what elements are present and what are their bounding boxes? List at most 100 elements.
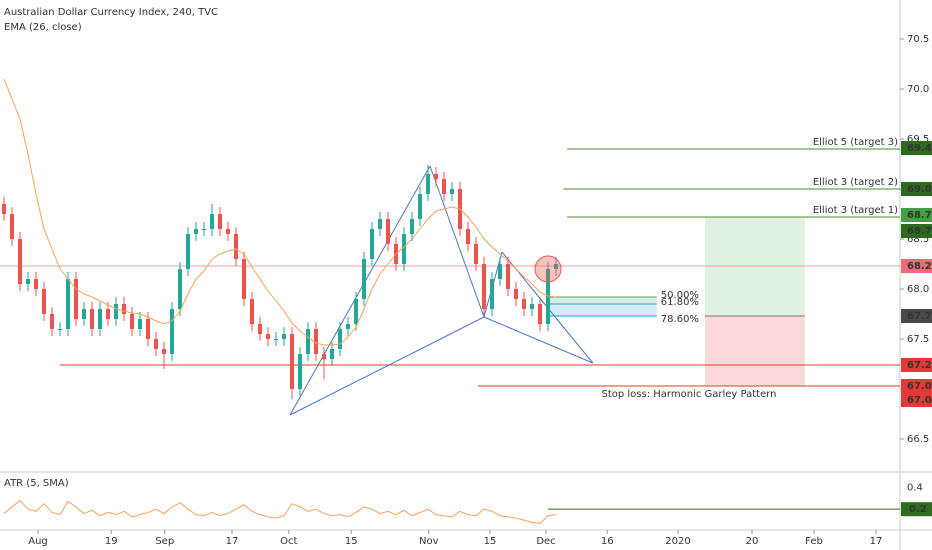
candle-body	[58, 329, 62, 330]
candle-body	[146, 319, 150, 339]
atr-label-box	[901, 502, 932, 517]
candle-body	[98, 309, 102, 329]
pattern-line	[289, 165, 431, 416]
y-tick-label: 67.5	[907, 334, 929, 345]
candle-body	[418, 194, 422, 219]
candle-body	[554, 264, 558, 269]
candle-body	[18, 239, 22, 284]
candle-body	[26, 279, 30, 284]
pattern-line	[429, 165, 485, 318]
x-tick-label: Oct	[280, 536, 297, 547]
x-tick-label: 16	[601, 536, 614, 547]
price-label: 68.7	[907, 210, 932, 221]
price-label-box	[901, 358, 932, 372]
atr-label: ATR (5, SMA)	[4, 478, 69, 489]
x-tick-label: 15	[345, 536, 358, 547]
price-label: 68.7	[907, 226, 932, 237]
pattern-line	[289, 316, 485, 416]
x-tick-label: 15	[484, 536, 497, 547]
candle-body	[210, 214, 214, 229]
candle-body	[170, 309, 174, 354]
candle-body	[122, 304, 126, 314]
x-tick-label: 19	[105, 536, 118, 547]
candle-body	[106, 309, 110, 319]
candle-body	[362, 259, 366, 299]
candle-body	[490, 279, 494, 309]
candle-body	[330, 349, 334, 359]
candle-body	[66, 279, 70, 329]
candle-body	[130, 314, 134, 329]
candle-body	[314, 329, 318, 354]
candle-body	[242, 259, 246, 299]
candle-body	[202, 229, 206, 230]
price-label-box	[901, 208, 932, 222]
level-label: Elliot 5 (target 3)	[813, 137, 898, 148]
y-tick-label: 70.0	[907, 84, 929, 95]
x-tick-label: 17	[870, 536, 883, 547]
price-label: 69.4	[907, 143, 932, 154]
candle-body	[346, 324, 350, 329]
candle-body	[218, 214, 222, 229]
price-label-box	[901, 309, 932, 323]
candle-body	[2, 204, 6, 214]
x-tick-label: Nov	[419, 536, 439, 547]
candle-body	[514, 289, 518, 299]
candle-body	[234, 234, 238, 259]
atr-line	[3, 499, 557, 524]
candle-body	[42, 289, 46, 314]
candle-body	[154, 339, 158, 349]
candle-body	[522, 299, 526, 309]
price-label-box	[901, 224, 932, 238]
x-tick-label: Aug	[28, 536, 48, 547]
chart-title: Australian Dollar Currency Index, 240, T…	[4, 7, 218, 18]
price-label: 68.2	[907, 261, 932, 272]
candle-body	[474, 244, 478, 264]
candle-body	[506, 264, 510, 289]
fib-zone	[548, 297, 657, 304]
x-tick-label: 20	[746, 536, 759, 547]
candle-body	[442, 179, 446, 194]
x-tick-label: Sep	[155, 536, 174, 547]
x-tick-label: 2020	[665, 536, 690, 547]
candle-body	[450, 189, 454, 194]
candle-body	[10, 214, 14, 239]
candle-body	[370, 229, 374, 259]
y-tick-label: 70.5	[907, 34, 929, 45]
candle-body	[498, 264, 502, 279]
fib-zone	[548, 304, 657, 316]
fib-label: 61.80%	[661, 297, 699, 308]
candle-body	[298, 354, 302, 389]
candle-body	[250, 299, 254, 324]
fib-label: 78.60%	[661, 314, 699, 325]
candle-body	[34, 279, 38, 289]
candle-body	[386, 219, 390, 244]
highlight-circle	[534, 255, 562, 283]
atr-tick-label: 0.4	[907, 482, 923, 493]
candle-body	[434, 174, 438, 179]
candle-body	[50, 314, 54, 329]
x-tick-label: Dec	[536, 536, 555, 547]
candle-body	[306, 329, 310, 354]
candle-body	[322, 354, 326, 359]
atr-level-label: 0.2	[909, 504, 927, 515]
y-tick-label: 66.5	[907, 434, 929, 445]
candle-body	[114, 304, 118, 319]
candle-body	[402, 234, 406, 264]
y-tick-label: 68.5	[907, 234, 929, 245]
candle-body	[290, 334, 294, 389]
price-label: 67.0	[907, 381, 932, 392]
candle-body	[282, 334, 286, 339]
candle-body	[466, 229, 470, 244]
price-label: 69.0	[907, 184, 932, 195]
y-tick-label: 68.0	[907, 284, 929, 295]
candle-body	[162, 349, 166, 354]
candle-body	[410, 219, 414, 234]
ema-line	[3, 78, 557, 346]
price-label-box	[901, 141, 932, 155]
plot: 66.5 67.0 67.5 68.0 68.5 69.0 69.5 70.0 70.5 Aug 1…	[0, 34, 932, 547]
candle-body	[82, 309, 86, 319]
level-label: Elliot 3 (target 2)	[813, 177, 898, 188]
level-label: Elliot 3 (target 1)	[813, 205, 898, 216]
